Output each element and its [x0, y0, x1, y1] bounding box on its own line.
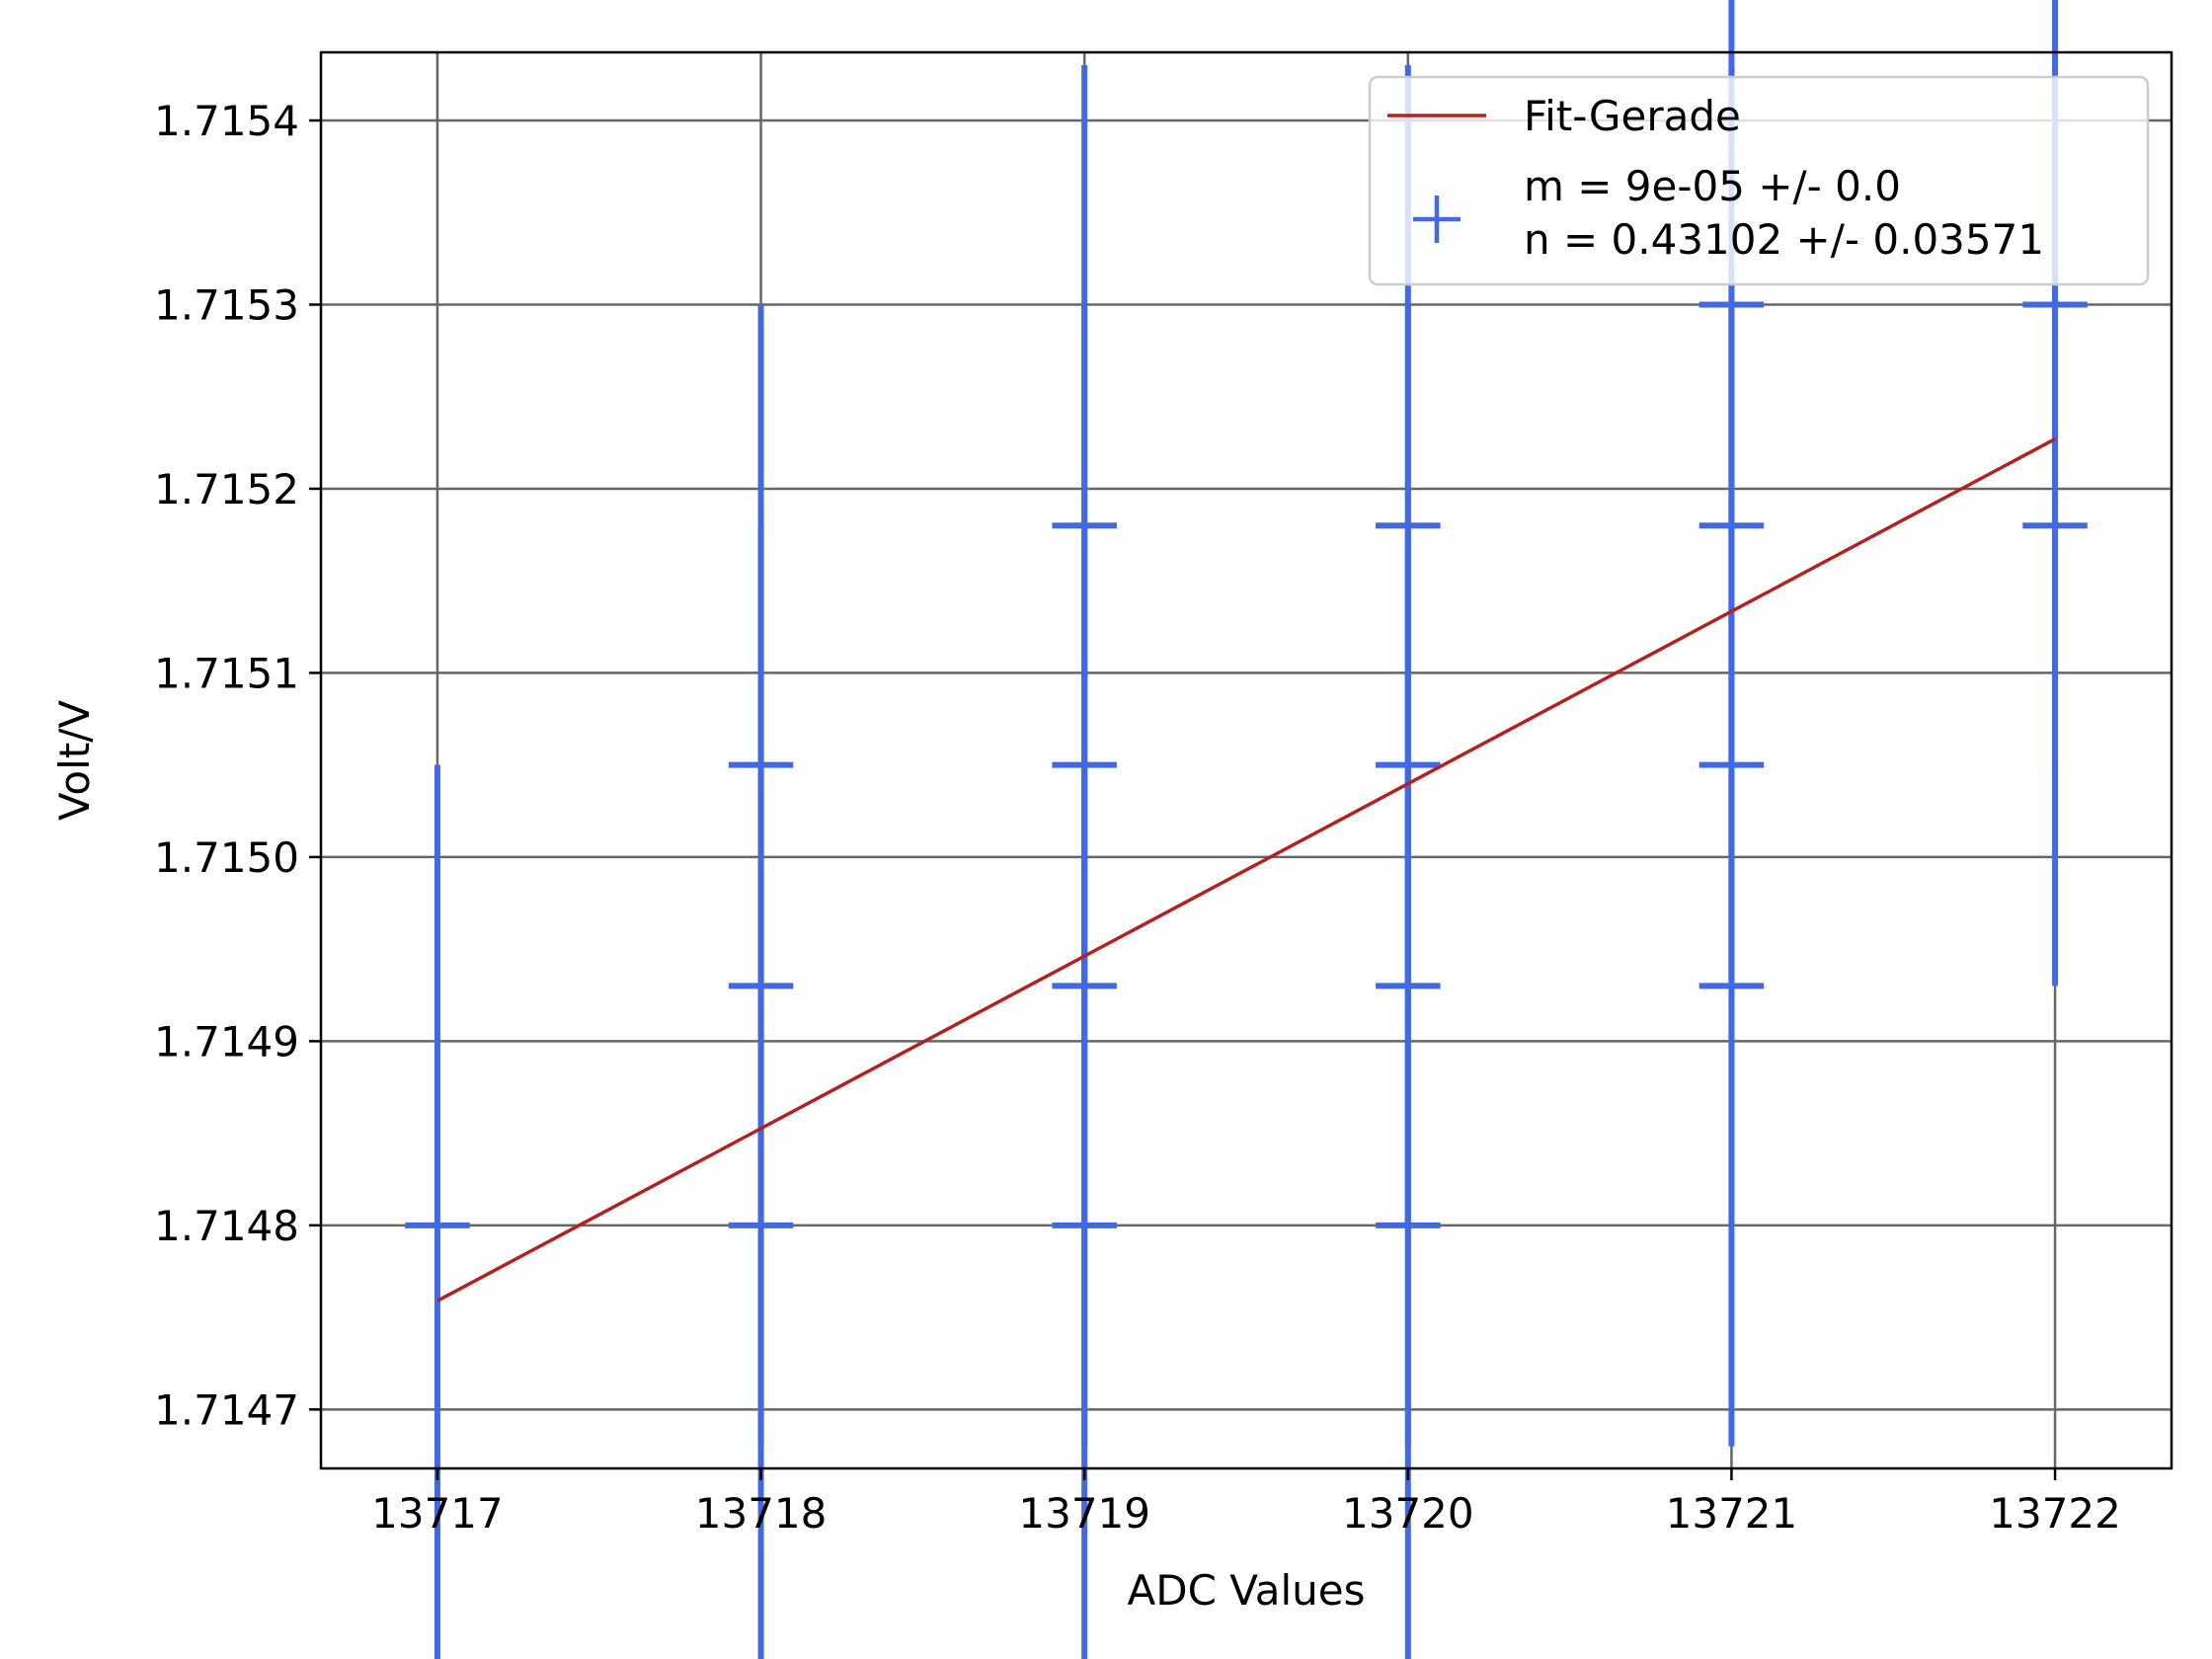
x-tick-label: 13722 — [1989, 1489, 2121, 1538]
y-tick-label: 1.7154 — [154, 97, 299, 145]
plot-frame — [319, 50, 2173, 1470]
y-tick-label: 1.7149 — [154, 1017, 299, 1066]
y-tick-label: 1.7153 — [154, 280, 299, 329]
legend-data-label-line-1: m = 9e-05 +/- 0.0 — [1524, 162, 1901, 210]
y-tick-label: 1.7152 — [154, 465, 299, 514]
x-axis-label: ADC Values — [1128, 1566, 1366, 1615]
x-tick-label: 13721 — [1666, 1489, 1798, 1538]
legend-box — [1368, 75, 2150, 286]
ticks: 13717 13718 13719 13720 13721 13722 1.7147 1.71… — [154, 97, 2121, 1538]
x-tick-label: 13718 — [695, 1489, 828, 1538]
fit-line — [436, 437, 2056, 1303]
legend-fit-label: Fit-Gerade — [1524, 92, 1741, 140]
y-tick-label: 1.7150 — [154, 833, 299, 882]
legend: Fit-Gerade m = 9e-05 +/- 0.0 n = 0.43102… — [1368, 75, 2150, 286]
y-tick-label: 1.7151 — [154, 649, 299, 697]
data-point — [728, 304, 794, 1225]
y-tick-label: 1.7147 — [154, 1385, 299, 1434]
data-point — [2022, 0, 2088, 765]
data-point — [405, 764, 470, 1659]
legend-data-swatch — [1413, 196, 1461, 243]
x-tick-label: 13720 — [1342, 1489, 1474, 1538]
x-tick-label: 13717 — [371, 1489, 504, 1538]
x-tick-label: 13719 — [1018, 1489, 1150, 1538]
y-tick-label: 1.7148 — [154, 1202, 299, 1250]
legend-data-label-line-2: n = 0.43102 +/- 0.03571 — [1524, 215, 2044, 264]
y-axis-label: Volt/V — [50, 700, 99, 821]
data-point — [1052, 65, 1117, 987]
